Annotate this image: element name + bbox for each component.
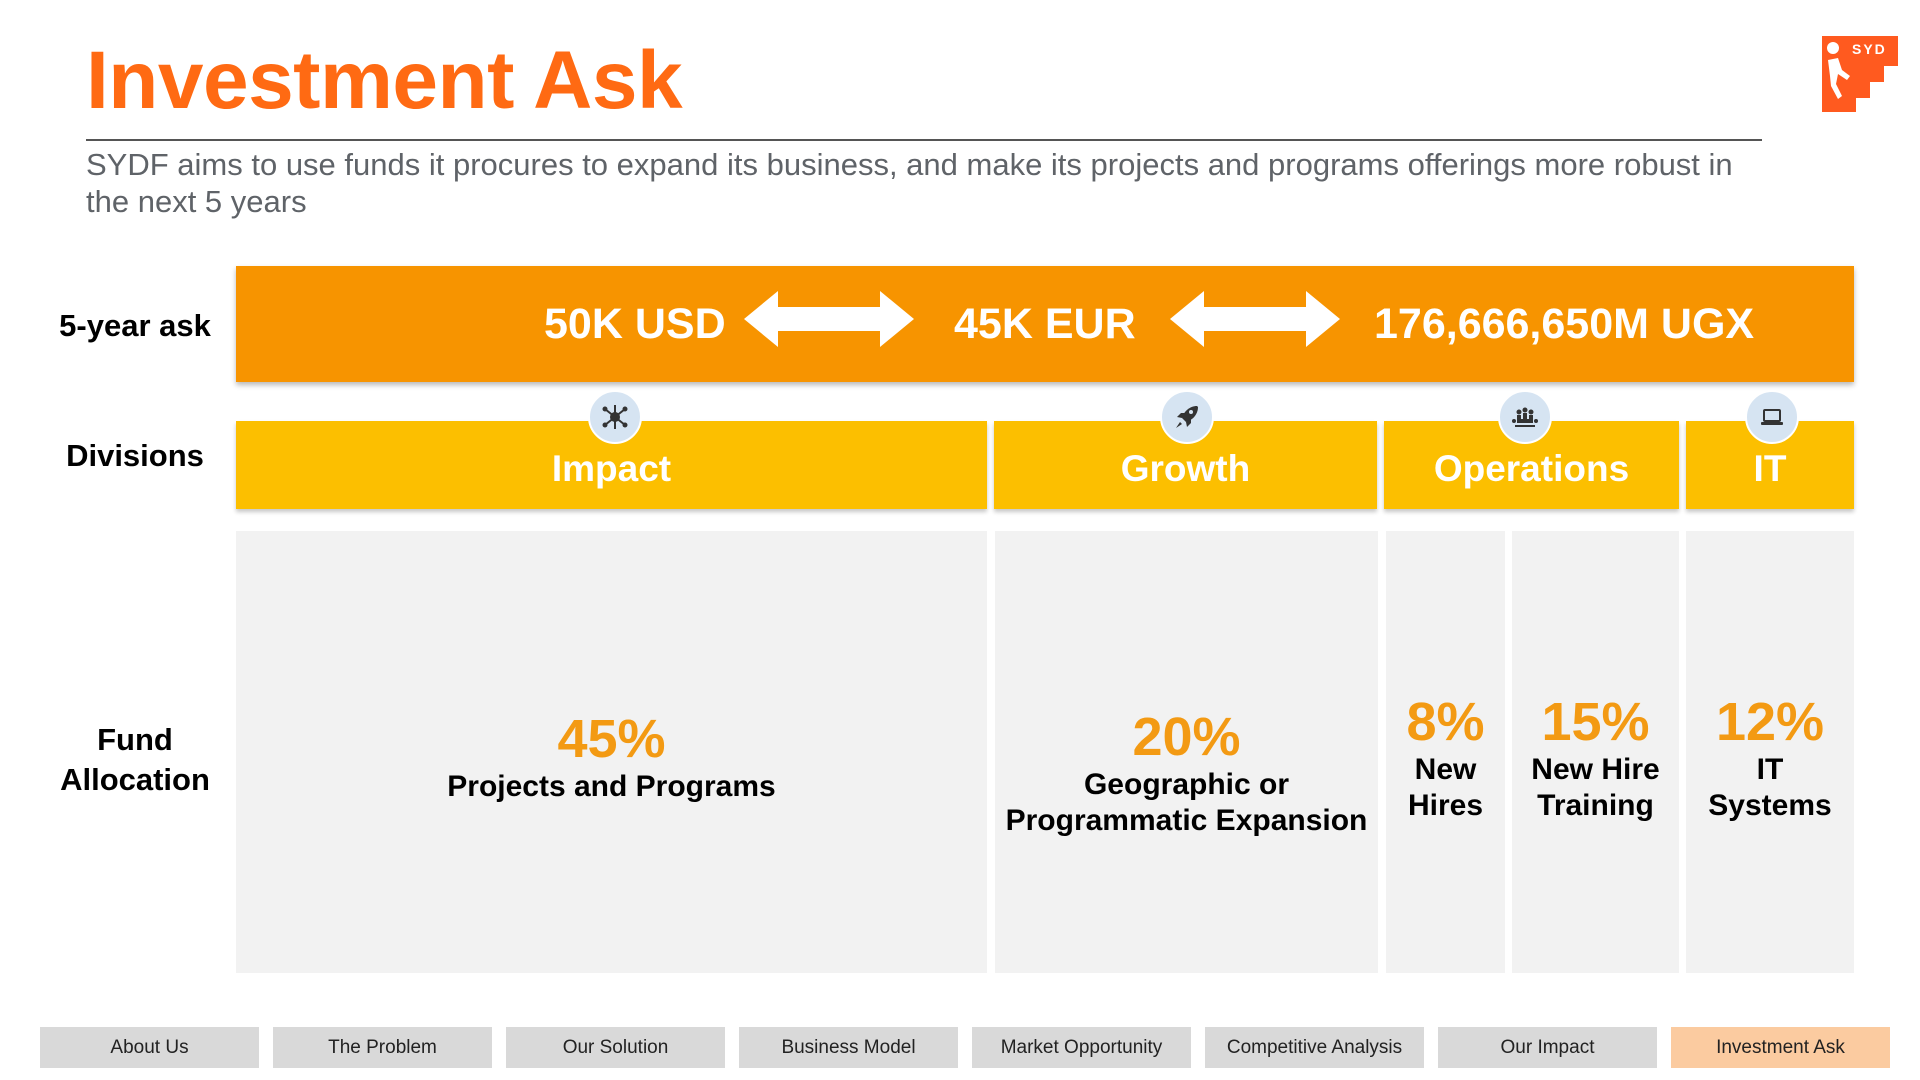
nav-competitive-analysis[interactable]: Competitive Analysis: [1205, 1027, 1424, 1068]
nav-our-impact[interactable]: Our Impact: [1438, 1027, 1657, 1068]
section-nav: About Us The Problem Our Solution Busine…: [40, 1027, 1892, 1068]
rocket-icon: [1160, 390, 1214, 444]
allocation-label: Programmatic Expansion: [1005, 804, 1368, 837]
row-label-divisions: Divisions: [66, 438, 204, 473]
allocation-label: Systems: [1708, 789, 1832, 822]
allocation-percent: 12%: [1715, 692, 1825, 752]
division-it: IT: [1686, 421, 1854, 509]
climbing-person-stairs-logo-icon: SYD: [1822, 36, 1898, 112]
nav-market-opportunity[interactable]: Market Opportunity: [972, 1027, 1191, 1068]
allocation-label: New: [1414, 753, 1477, 786]
allocation-label: IT: [1756, 753, 1784, 786]
allocation-percent: 8%: [1406, 692, 1485, 752]
row-label-ask: 5-year ask: [59, 308, 211, 343]
page-subtitle: SYDF aims to use funds it procures to ex…: [86, 147, 1733, 219]
nav-about-us[interactable]: About Us: [40, 1027, 259, 1068]
network-hub-icon: [588, 390, 642, 444]
logo-text: SYD: [1852, 41, 1887, 57]
allocation-new-hires: 8% New Hires: [1386, 531, 1505, 973]
nav-business-model[interactable]: Business Model: [739, 1027, 958, 1068]
double-headed-arrow-icon: [1170, 291, 1340, 347]
division-growth: Growth: [994, 421, 1377, 509]
row-label-fund-allocation: Fund Allocation: [40, 720, 230, 800]
allocation-label: Hires: [1407, 789, 1484, 822]
team-meeting-icon: [1498, 390, 1552, 444]
nav-investment-ask[interactable]: Investment Ask: [1671, 1027, 1890, 1068]
ask-usd-value: 50K USD: [544, 300, 726, 348]
allocation-percent: 45%: [557, 709, 666, 769]
allocation-label: Geographic or: [1083, 768, 1290, 801]
row-label-fund-line1: Fund: [97, 722, 173, 757]
double-headed-arrow-icon: [744, 291, 914, 347]
allocation-percent: 20%: [1132, 707, 1241, 767]
allocation-label: Training: [1537, 789, 1654, 822]
allocation-label: New Hire: [1531, 753, 1660, 786]
allocation-new-hire-training: 15% New Hire Training: [1512, 531, 1679, 973]
title-divider: [86, 139, 1762, 141]
nav-the-problem[interactable]: The Problem: [273, 1027, 492, 1068]
row-label-fund-line2: Allocation: [60, 762, 210, 797]
ask-eur-value: 45K EUR: [954, 300, 1136, 348]
syd-logo: SYD: [1822, 36, 1898, 112]
page-title: Investment Ask: [86, 35, 683, 126]
allocation-label: Projects and Programs: [447, 770, 776, 803]
ask-bar: 50K USD 45K EUR 176,666,650M UGX: [236, 266, 1854, 382]
ask-ugx-value: 176,666,650M UGX: [1374, 300, 1755, 348]
allocation-projects-programs: 45% Projects and Programs: [236, 531, 987, 973]
allocation-expansion: 20% Geographic or Programmatic Expansion: [995, 531, 1378, 973]
allocation-it-systems: 12% IT Systems: [1686, 531, 1854, 973]
nav-our-solution[interactable]: Our Solution: [506, 1027, 725, 1068]
allocation-percent: 15%: [1541, 692, 1650, 752]
laptop-icon: [1745, 390, 1799, 444]
